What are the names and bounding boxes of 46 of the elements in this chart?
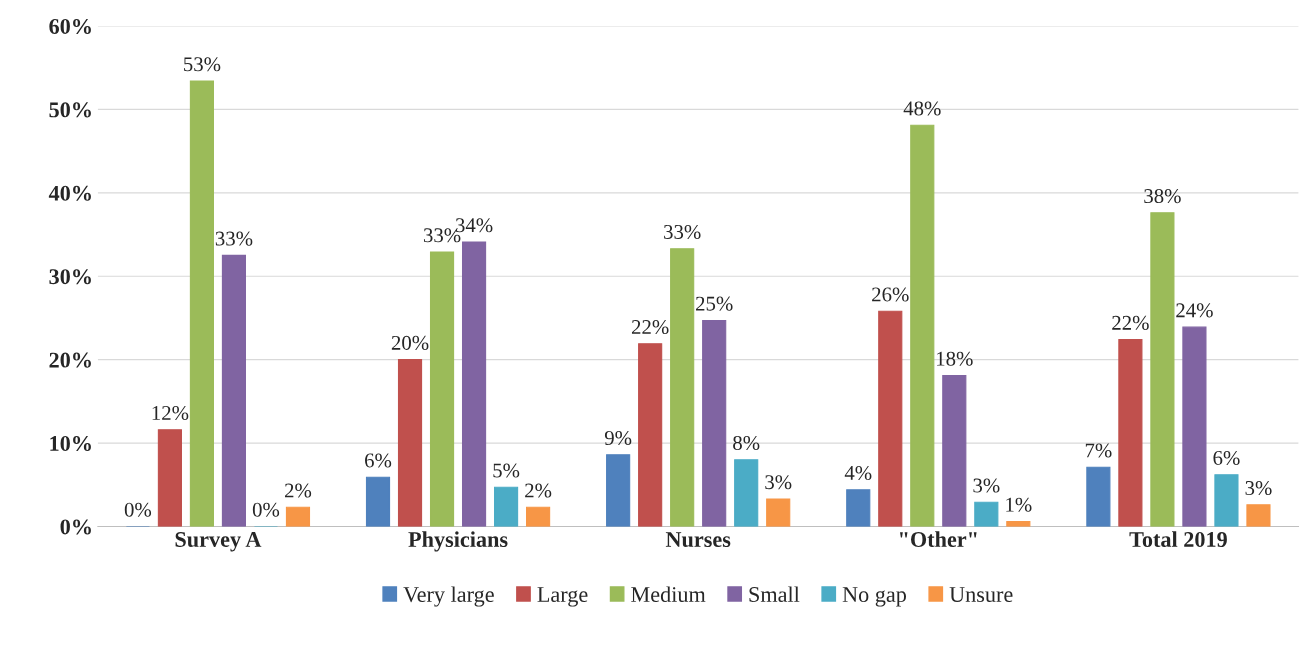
data-label: 38% [1144,189,1181,204]
data-label: 3% [1245,480,1272,496]
data-label: 0% [252,502,280,517]
data-label: 26% [872,287,909,302]
data-label: 6% [1213,450,1240,466]
data-label: 2% [525,483,552,498]
x-tick-label: Total 2019 [1129,531,1227,547]
data-label: 24% [1176,303,1213,318]
y-tick-label: 60% [49,18,91,34]
data-label: 48% [903,101,941,116]
data-label: 33% [215,231,253,246]
legend-label: Unsure [949,587,1013,603]
legend-label: Large [537,587,588,607]
y-tick-label: 30% [49,269,91,285]
data-label: 5% [493,463,520,478]
x-tick-label: "Other" [900,531,977,547]
x-tick-label: Survey A [175,532,262,552]
data-label: 6% [365,453,392,468]
data-label: 7% [1085,443,1112,458]
x-tick-label: Physicians [408,531,508,552]
data-label: 53% [184,57,221,72]
legend-label: Medium [631,586,706,603]
data-label: 3% [765,475,792,490]
data-label: 2% [285,483,312,498]
y-tick-label: 40% [48,185,91,201]
y-tick-label: 50% [49,102,91,118]
data-label: 25% [696,296,733,311]
data-label: 3% [973,478,1000,493]
data-label: 1% [1006,497,1032,512]
y-tick-label: 0% [60,519,91,535]
data-label: 22% [631,319,669,335]
legend-label: No gap [842,587,906,607]
data-label: 20% [391,335,429,350]
data-label: 18% [937,351,973,366]
y-tick-label: 10% [50,436,91,452]
data-label: 9% [604,430,632,446]
data-label: 4% [844,465,872,481]
data-label: 33% [664,224,701,239]
data-label: 8% [733,435,760,451]
data-label: 12% [152,405,189,421]
y-tick-label: 20% [49,352,91,368]
data-label: 0% [124,502,152,517]
x-tick-label: Nurses [665,532,731,548]
data-label: 22% [1112,315,1149,330]
legend-label: Small [749,586,800,603]
legend-label: Very large [403,586,494,607]
